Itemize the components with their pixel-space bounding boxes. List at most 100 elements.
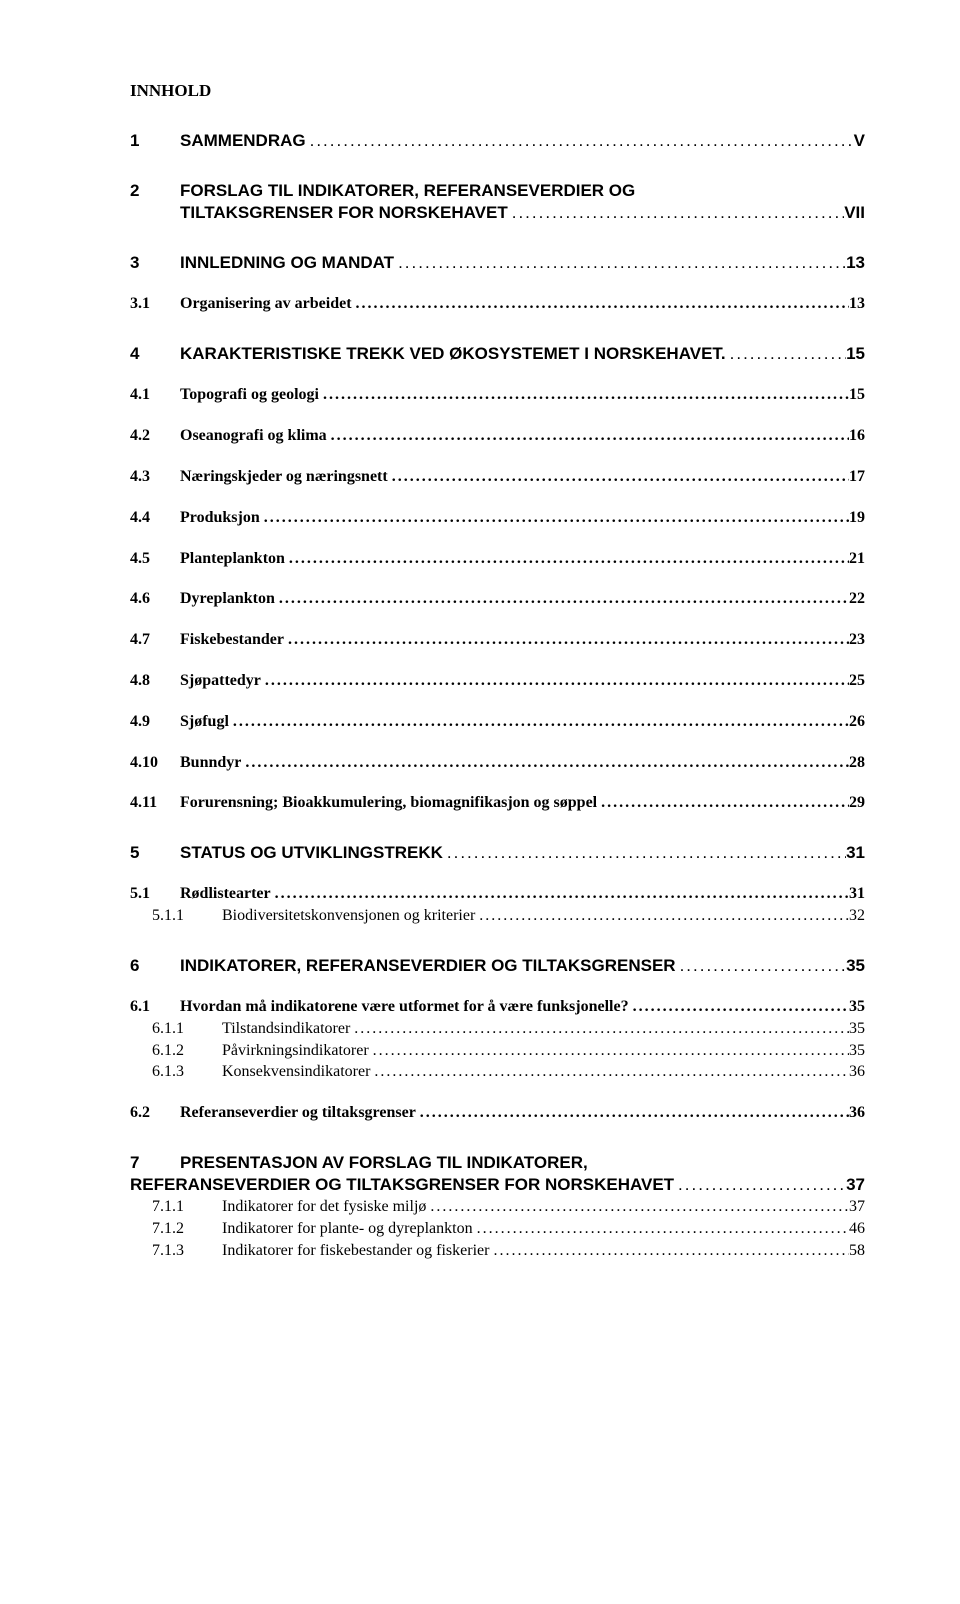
- toc-leader-dots: [370, 1062, 849, 1083]
- toc-page: 37: [849, 1197, 865, 1218]
- toc-label: Sjøpattedyr: [180, 671, 261, 692]
- toc-number: 4.6: [130, 589, 180, 610]
- toc-label: Indikatorer for det fysiske miljø: [222, 1197, 426, 1218]
- toc-page: 35: [849, 997, 865, 1018]
- toc-label: Biodiversitetskonvensjonen og kriterier: [222, 906, 475, 927]
- toc-entry: 6.1Hvordan må indikatorene være utformet…: [130, 997, 865, 1018]
- toc-entry: 5STATUS OG UTVIKLINGSTREKK 31: [130, 842, 865, 864]
- page-title: INNHOLD: [130, 80, 865, 102]
- toc-page: VII: [844, 202, 865, 224]
- toc-label: Forurensning; Bioakkumulering, biomagnif…: [180, 793, 597, 814]
- toc-label: Tilstandsindikatorer: [222, 1019, 350, 1040]
- toc-page: 31: [849, 884, 865, 905]
- toc-label: Topografi og geologi: [180, 385, 319, 406]
- toc-entry: 3INNLEDNING OG MANDAT 13: [130, 252, 865, 274]
- toc-entry: 4.5Planteplankton 21: [130, 549, 865, 570]
- toc-label: Påvirkningsindikatorer: [222, 1041, 369, 1062]
- toc-leader-dots: [676, 955, 847, 977]
- toc-page: 22: [849, 589, 865, 610]
- toc-page: 13: [849, 294, 865, 315]
- toc-label: STATUS OG UTVIKLINGSTREKK: [180, 842, 443, 864]
- toc-label: Referanseverdier og tiltaksgrenser: [180, 1103, 416, 1124]
- toc-label: Hvordan må indikatorene være utformet fo…: [180, 997, 629, 1018]
- toc-page: 32: [849, 906, 865, 927]
- toc-number: 6.2: [130, 1103, 180, 1124]
- toc-entry: 4.2Oseanografi og klima 16: [130, 426, 865, 447]
- toc-leader-dots: [350, 1019, 849, 1040]
- toc-label: KARAKTERISTISKE TREKK VED ØKOSYSTEMET I …: [180, 343, 726, 365]
- toc-entry: 4.11Forurensning; Bioakkumulering, bioma…: [130, 793, 865, 814]
- toc-leader-dots: [327, 426, 849, 447]
- toc-entry: 7.1.3Indikatorer for fiskebestander og f…: [130, 1241, 865, 1262]
- toc-entry: 4.10Bunndyr 28: [130, 753, 865, 774]
- toc-entry: 6INDIKATORER, REFERANSEVERDIER OG TILTAK…: [130, 955, 865, 977]
- toc-label: Bunndyr: [180, 753, 241, 774]
- toc-label: Sjøfugl: [180, 712, 229, 733]
- toc-leader-dots: [261, 671, 849, 692]
- toc-page: 46: [849, 1219, 865, 1240]
- toc-page: 29: [849, 793, 865, 814]
- toc-label: PRESENTASJON AV FORSLAG TIL INDIKATORER,: [180, 1152, 588, 1174]
- toc-page: 26: [849, 712, 865, 733]
- toc-page: 15: [849, 385, 865, 406]
- toc-leader-dots: [674, 1174, 846, 1196]
- toc-number: 4.3: [130, 467, 180, 488]
- toc-number: 4: [130, 343, 180, 365]
- toc-number: 5.1: [130, 884, 180, 905]
- toc-number: 4.1: [130, 385, 180, 406]
- toc-page: 31: [846, 842, 865, 864]
- toc-number: 4.7: [130, 630, 180, 651]
- toc-page: V: [854, 130, 865, 152]
- toc-leader-dots: [229, 712, 849, 733]
- toc-label: Konsekvensindikatorer: [222, 1062, 370, 1083]
- toc-page: 58: [849, 1241, 865, 1262]
- toc-leader-dots: [352, 294, 849, 315]
- toc-number: 1: [130, 130, 180, 152]
- toc-entry: 6.1.3Konsekvensindikatorer 36: [130, 1062, 865, 1083]
- toc-entry: 4.4Produksjon 19: [130, 508, 865, 529]
- toc-leader-dots: [597, 793, 849, 814]
- toc-entry: 4.7Fiskebestander 23: [130, 630, 865, 651]
- toc-number: 4.9: [130, 712, 180, 733]
- toc-number: 6: [130, 955, 180, 977]
- toc-page: 19: [849, 508, 865, 529]
- toc-leader-dots: [726, 343, 846, 365]
- toc-leader-dots: [426, 1197, 849, 1218]
- toc-leader-dots: [394, 252, 846, 274]
- toc-page: 25: [849, 671, 865, 692]
- toc-entry: 4KARAKTERISTISKE TREKK VED ØKOSYSTEMET I…: [130, 343, 865, 365]
- toc-leader-dots: [319, 385, 849, 406]
- toc-leader-dots: [271, 884, 849, 905]
- toc-number: 6.1.3: [152, 1062, 222, 1083]
- toc-entry: 1SAMMENDRAG V: [130, 130, 865, 152]
- toc-page: 16: [849, 426, 865, 447]
- toc-page: 17: [849, 467, 865, 488]
- toc-number: 3.1: [130, 294, 180, 315]
- toc-label: FORSLAG TIL INDIKATORER, REFERANSEVERDIE…: [180, 180, 635, 202]
- toc-number: 7.1.1: [152, 1197, 222, 1218]
- toc-number: 6.1: [130, 997, 180, 1018]
- toc-label: REFERANSEVERDIER OG TILTAKSGRENSER FOR N…: [130, 1174, 674, 1196]
- toc-page: 35: [849, 1041, 865, 1062]
- toc-label: Fiskebestander: [180, 630, 284, 651]
- toc-leader-dots: [508, 202, 844, 224]
- toc-leader-dots: [473, 1219, 849, 1240]
- toc-label: Planteplankton: [180, 549, 285, 570]
- toc-leader-dots: [275, 589, 849, 610]
- toc-entry: 7PRESENTASJON AV FORSLAG TIL INDIKATORER…: [130, 1152, 865, 1196]
- toc-number: 7: [130, 1152, 180, 1174]
- toc-leader-dots: [306, 130, 854, 152]
- toc-number: 6.1.1: [152, 1019, 222, 1040]
- toc-label: Organisering av arbeidet: [180, 294, 352, 315]
- toc-entry: 2FORSLAG TIL INDIKATORER, REFERANSEVERDI…: [130, 180, 865, 224]
- toc-leader-dots: [388, 467, 849, 488]
- toc-entry: 5.1Rødlistearter 31: [130, 884, 865, 905]
- toc-label: Indikatorer for plante- og dyreplankton: [222, 1219, 473, 1240]
- toc-entry: 3.1Organisering av arbeidet 13: [130, 294, 865, 315]
- toc-entry: 4.1Topografi og geologi 15: [130, 385, 865, 406]
- toc-page: 35: [846, 955, 865, 977]
- toc-label: Indikatorer for fiskebestander og fisker…: [222, 1241, 489, 1262]
- toc-page: 37: [846, 1174, 865, 1196]
- toc-leader-dots: [369, 1041, 849, 1062]
- toc-leader-dots: [241, 753, 849, 774]
